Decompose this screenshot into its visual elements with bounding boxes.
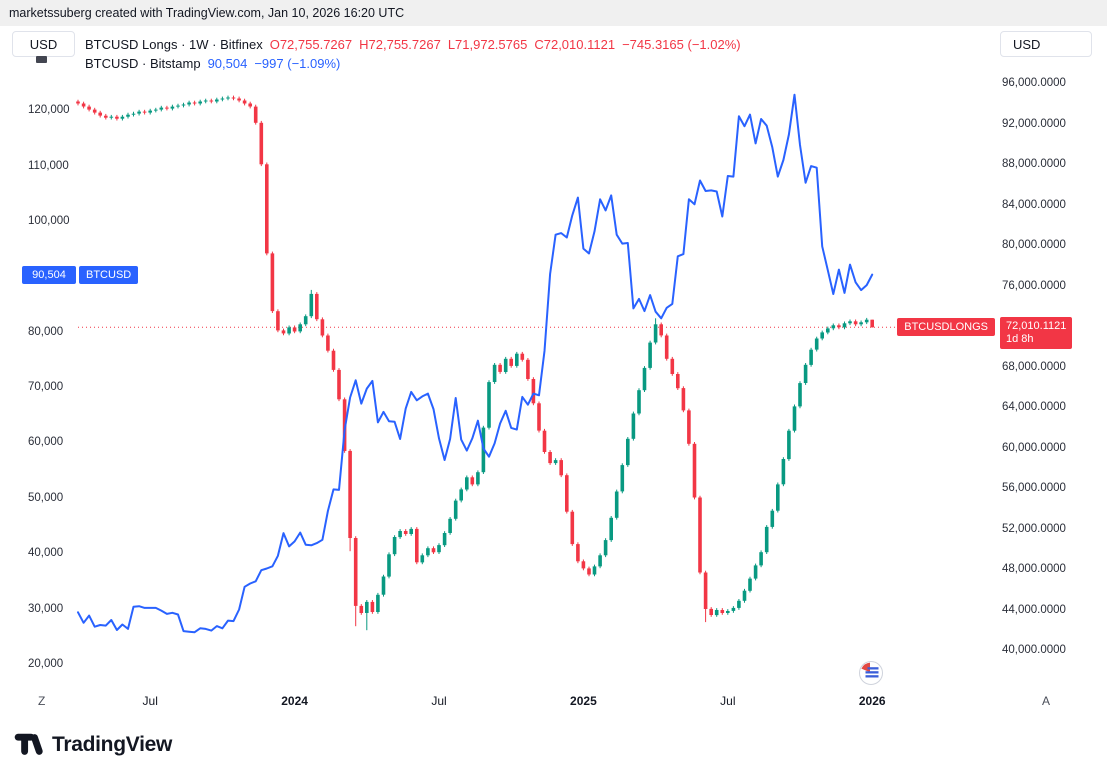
right-axis-tick: 84,000.0000 [1002,198,1066,211]
longs-high-value: H72,755.7267 [359,36,441,52]
legend-row-btcusd[interactable]: BTCUSD · Bitstamp 90,504 −997 (−1.09%) [85,55,741,71]
left-axis-tick: 100,000 [28,214,70,227]
right-axis-tick: 68,000.0000 [1002,360,1066,373]
btcusd-symbol-badge: BTCUSD [79,265,139,284]
longs-badge-countdown: 1d 8h [1006,333,1034,346]
right-axis-tick: 76,000.0000 [1002,279,1066,292]
left-axis-tick: 110,000 [28,159,69,172]
btcusdlongs-price-badge: 72,010.1121 1d 8h [1000,317,1073,350]
right-axis-tick: 56,000.0000 [1002,482,1066,495]
attribution-bar: marketssuberg created with TradingView.c… [0,0,1107,26]
right-axis-tick: 48,000.0000 [1002,563,1066,576]
legend: BTCUSD Longs · 1W · Bitfinex O72,755.726… [85,36,741,74]
right-axis-tick: 96,000.0000 [1002,77,1066,90]
x-axis-tick: Jul [142,694,158,708]
attribution-text: marketssuberg created with TradingView.c… [9,6,405,20]
autoscale-corner-letter: A [1042,694,1051,708]
right-axis-tick: 60,000.0000 [1002,441,1066,454]
right-axis-tick: 88,000.0000 [1002,158,1066,171]
tradingview-wordmark: TradingView [52,732,173,756]
btcusd-price-badge: 90,504 [22,265,76,284]
exchange-logo-watermark [858,660,884,691]
longs-change-value: −745.3165 (−1.02%) [622,36,741,52]
right-axis-tick: 80,000.0000 [1002,239,1066,252]
x-axis-tick: Jul [431,694,447,708]
longs-open-value: O72,755.7267 [269,36,353,52]
right-axis-tick: 64,000.0000 [1002,401,1066,414]
left-axis-tick: 50,000 [28,491,64,504]
left-axis-tick: 20,000 [28,657,64,670]
btcusdlongs-symbol-badge: BTCUSDLONGS [897,318,995,337]
right-axis-currency-button[interactable]: USD [1000,31,1092,57]
longs-low-value: L71,972.5765 [447,36,528,52]
longs-close-value: C72,010.1121 [534,36,616,52]
x-axis-tick: 2024 [281,694,308,708]
scale-lock-notch [36,56,47,63]
left-axis-tick: 30,000 [28,602,64,615]
left-axis-tick: 40,000 [28,547,64,560]
left-axis-tick: 70,000 [28,381,64,394]
right-axis-tick: 44,000.0000 [1002,603,1066,616]
x-axis-tick: 2025 [570,694,597,708]
left-axis-tick: 120,000 [28,104,70,117]
right-axis-tick: 52,000.0000 [1002,522,1066,535]
x-axis-tick: 2026 [858,694,886,708]
btcusd-last-value: 90,504 [207,55,248,71]
tradingview-logo[interactable]: TradingView [13,729,172,760]
longs-badge-price: 72,010.1121 [1006,320,1067,333]
left-axis-tick: 80,000 [28,325,64,338]
left-price-axis[interactable] [0,62,78,692]
timezone-corner-letter: Z [38,694,46,708]
right-price-axis[interactable] [996,62,1107,692]
legend-row-longs[interactable]: BTCUSD Longs · 1W · Bitfinex O72,755.726… [85,36,741,52]
left-axis-tick: 60,000 [28,436,64,449]
longs-series-title: BTCUSD Longs · 1W · Bitfinex [85,36,263,52]
btcusd-series-title: BTCUSD · Bitstamp [85,55,201,71]
left-axis-currency-button[interactable]: USD [12,31,75,57]
btcusd-change-value: −997 (−1.09%) [254,55,341,71]
tradingview-logo-icon [14,733,43,755]
right-axis-tick: 92,000.0000 [1002,117,1066,130]
time-axis[interactable] [0,692,1107,716]
x-axis-tick: Jul [720,694,736,708]
right-axis-tick: 40,000.0000 [1002,644,1066,657]
